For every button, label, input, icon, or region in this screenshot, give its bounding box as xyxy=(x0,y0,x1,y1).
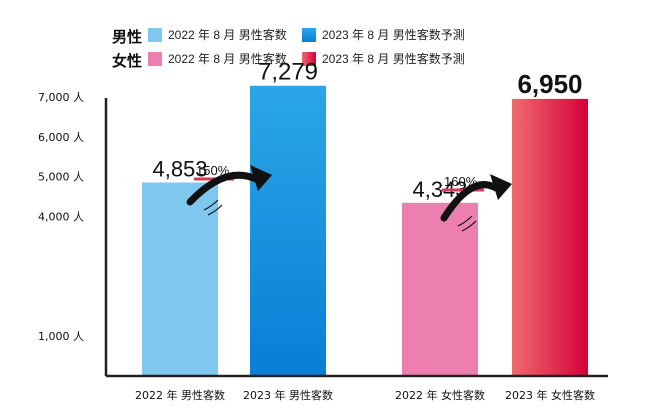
bar xyxy=(250,85,326,376)
legend-female-2022-text: 2022 年 8 月 男性客数 xyxy=(168,52,287,66)
growth-arrowhead-icon xyxy=(250,165,272,191)
legend-male-2022-text: 2022 年 8 月 男性客数 xyxy=(168,28,287,42)
motion-lines-icon xyxy=(203,199,223,216)
motion-lines-icon xyxy=(457,215,477,232)
legend-female-label: 女性 xyxy=(112,52,143,70)
y-tick-label: 1,000 人 xyxy=(38,330,84,343)
y-tick-label: 7,000 人 xyxy=(38,91,84,104)
x-category-label: 2023 年 女性客数 xyxy=(505,388,595,402)
y-tick-label: 5,000 人 xyxy=(38,171,84,184)
legend-female-2023-text: 2023 年 8 月 男性客数予測 xyxy=(322,52,465,66)
legend-male-2023: 2023 年 8 月 男性客数予測 xyxy=(302,26,465,43)
legend-male-label: 男性 xyxy=(112,28,143,46)
y-tick-label: 4,000 人 xyxy=(38,211,84,224)
y-tick-label: 6,000 人 xyxy=(38,131,84,144)
legend-swatch-female-2022 xyxy=(148,51,162,66)
growth-arrowhead-icon xyxy=(490,174,512,200)
growth-percent-label: 150% xyxy=(196,163,230,178)
x-category-label: 2023 年 男性客数 xyxy=(243,388,333,402)
x-category-label: 2022 年 女性客数 xyxy=(395,388,485,402)
legend-male-2023-text: 2023 年 8 月 男性客数予測 xyxy=(322,28,465,42)
growth-percent-label: 160% xyxy=(444,174,478,189)
growth-arrow-icon xyxy=(186,171,260,206)
bar-value-label: 4,853 xyxy=(152,156,207,181)
bar xyxy=(402,202,478,376)
legend-female-2022: 2022 年 8 月 男性客数 xyxy=(148,50,287,67)
bar-value-label: 7,279 xyxy=(258,59,318,86)
legend-swatch-male-2022 xyxy=(148,27,162,42)
legend-male-2022: 2022 年 8 月 男性客数 xyxy=(148,26,287,43)
growth-arrow-icon xyxy=(440,181,500,222)
bar xyxy=(142,182,218,376)
legend-swatch-female-2023 xyxy=(302,51,316,66)
bar xyxy=(512,98,588,377)
legend-swatch-male-2023 xyxy=(302,27,316,42)
legend-female-2023: 2023 年 8 月 男性客数予測 xyxy=(302,50,465,67)
x-category-label: 2022 年 男性客数 xyxy=(135,388,225,402)
bar-value-label: 6,950 xyxy=(517,69,582,99)
